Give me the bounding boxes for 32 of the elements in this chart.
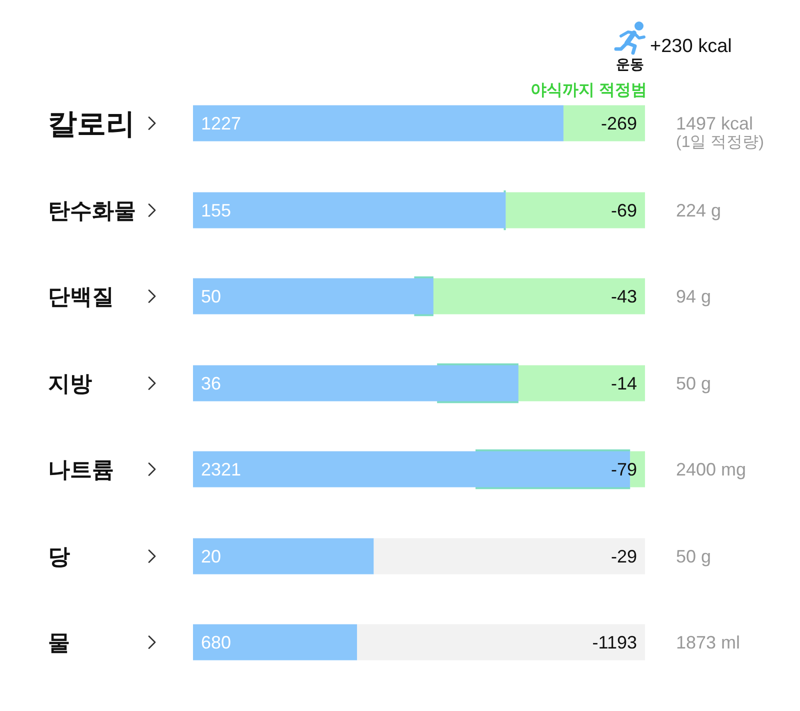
data-label: 2321 xyxy=(201,460,242,480)
total-label: 1497 kcal xyxy=(676,114,754,134)
y-tick-label: 칼로리 xyxy=(48,108,135,141)
y-tick-label: 나트륨 xyxy=(48,457,114,482)
y-tick-label: 지방 xyxy=(48,370,92,396)
data-label: 20 xyxy=(201,546,222,566)
total-label: 224 g xyxy=(676,200,722,220)
y-tick-label: 단백질 xyxy=(48,284,114,310)
total-label: 1873 ml xyxy=(676,632,740,653)
annotation: -14 xyxy=(610,373,637,394)
text: (1일 적정량) xyxy=(676,134,764,152)
annotation: 야식까지 적정범 xyxy=(530,82,647,99)
y-tick-label: 물 xyxy=(48,630,70,656)
data-label: 1227 xyxy=(201,114,242,134)
annotation: -269 xyxy=(600,114,637,134)
y-tick-label: 당 xyxy=(48,544,70,569)
data-label: 155 xyxy=(201,200,232,220)
data-label: 50 xyxy=(201,286,222,307)
text: +230 kcal xyxy=(650,36,732,57)
total-label: 94 g xyxy=(676,286,712,307)
data-label: 680 xyxy=(201,632,232,653)
annotation: -1193 xyxy=(592,632,637,653)
annotation: -43 xyxy=(610,286,637,307)
annotation: -69 xyxy=(610,200,637,220)
total-label: 2400 mg xyxy=(676,460,746,480)
annotation: -29 xyxy=(610,546,637,566)
total-label: 50 g xyxy=(676,373,712,394)
data-label: 36 xyxy=(201,373,222,394)
total-label: 50 g xyxy=(676,546,712,566)
y-tick-label: 탄수화물 xyxy=(48,198,136,223)
annotation: 운동 xyxy=(616,56,644,72)
annotation: -79 xyxy=(610,460,637,480)
